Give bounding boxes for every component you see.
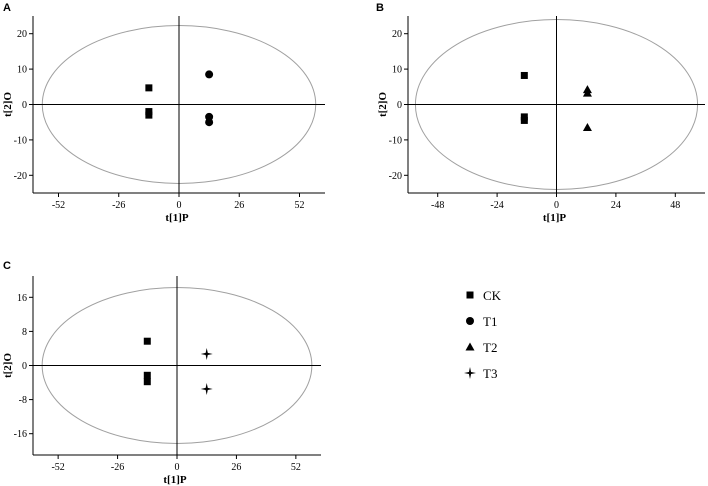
panel-a: A -52 -26 0 26 52 -20 -10 0 10 20 t[1]P t[2]O [2, 2, 325, 224]
x-tick-label: 26 [234, 200, 244, 211]
y-tick-label: -10 [389, 135, 402, 146]
x-tick-label: 0 [177, 200, 182, 211]
y-tick-label: 10 [17, 65, 27, 76]
point-t1 [205, 118, 214, 127]
y-tick-label: 0 [397, 100, 402, 111]
x-tick-label: 48 [670, 200, 680, 211]
x-axis-title: t[1]P [543, 212, 566, 224]
legend: CK T1 T2 T3 [464, 288, 502, 381]
y-tick-label: -20 [389, 171, 402, 182]
point-ck [143, 378, 151, 386]
x-tick-label: 52 [295, 200, 305, 211]
x-tick-label: -26 [111, 462, 124, 473]
y-axis-title: t[2]O [2, 92, 14, 117]
point-ck [145, 108, 153, 116]
point-ck [143, 371, 151, 379]
legend-item-t1: T1 [466, 314, 497, 329]
legend-marker-circle [466, 317, 474, 325]
point-ck [143, 337, 151, 345]
x-tick-label: -48 [431, 200, 444, 211]
panel-c: C -52 -26 0 26 52 -16 -8 0 8 16 t[1]P t[2]O [2, 260, 321, 486]
point-ck [520, 116, 528, 124]
y-tick-label: 0 [22, 361, 27, 372]
point-ck [145, 111, 153, 119]
panel-letter: A [3, 2, 11, 14]
y-tick-label: -8 [19, 395, 27, 406]
x-tick-label: -26 [112, 200, 125, 211]
y-tick-label: -16 [14, 429, 27, 440]
legend-label: T1 [483, 314, 497, 329]
x-tick-label: 26 [231, 462, 241, 473]
y-tick-label: 0 [22, 100, 27, 111]
panel-letter: B [376, 2, 384, 14]
y-tick-label: 8 [22, 327, 27, 338]
y-tick-label: 20 [392, 29, 402, 40]
x-tick-label: -24 [490, 200, 503, 211]
legend-item-t3: T3 [464, 366, 497, 381]
point-ck [520, 71, 528, 79]
y-tick-label: -20 [14, 171, 27, 182]
legend-marker-star [464, 367, 476, 379]
point-t3 [200, 382, 213, 395]
legend-label: T2 [483, 340, 497, 355]
x-tick-label: 24 [611, 200, 621, 211]
x-tick-label: 0 [175, 462, 180, 473]
legend-item-t2: T2 [465, 340, 497, 355]
y-tick-label: 16 [17, 293, 27, 304]
y-tick-label: 10 [392, 65, 402, 76]
legend-item-ck: CK [466, 288, 502, 303]
legend-label: T3 [483, 366, 497, 381]
x-tick-label: 0 [554, 200, 559, 211]
x-axis-title: t[1]P [163, 474, 186, 486]
x-axis-title: t[1]P [165, 212, 188, 224]
point-t1 [205, 70, 214, 79]
panel-letter: C [3, 260, 11, 272]
legend-label: CK [483, 288, 502, 303]
point-t2 [582, 88, 592, 97]
panel-b: B -48 -24 0 24 48 -20 -10 0 10 20 t[1]P t[2]O [376, 2, 705, 224]
point-ck [520, 113, 528, 121]
y-tick-label: -10 [14, 135, 27, 146]
point-t3 [200, 347, 213, 360]
y-tick-label: 20 [17, 29, 27, 40]
legend-marker-triangle [465, 342, 475, 351]
point-ck [145, 84, 153, 92]
x-tick-label: 52 [291, 462, 301, 473]
y-axis-title: t[2]O [2, 353, 14, 378]
x-tick-label: -52 [52, 200, 65, 211]
x-tick-label: -52 [51, 462, 64, 473]
y-axis-title: t[2]O [377, 92, 389, 117]
legend-marker-square [466, 291, 474, 299]
point-t2 [582, 123, 592, 132]
